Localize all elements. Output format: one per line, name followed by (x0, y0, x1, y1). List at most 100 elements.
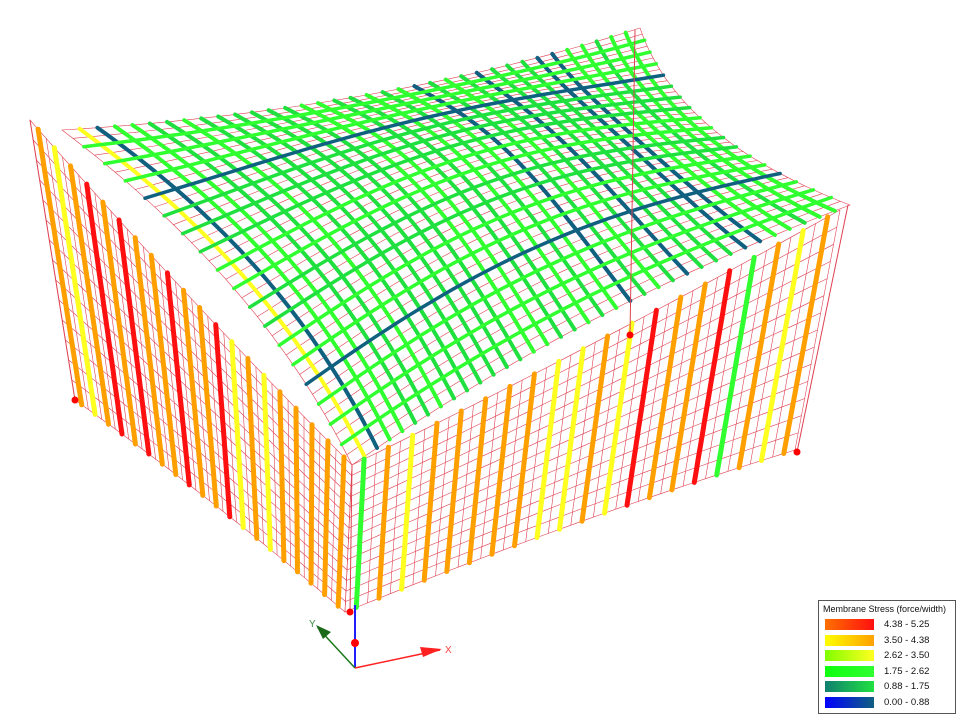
stress-band (245, 356, 260, 541)
stress-band (213, 322, 233, 520)
legend-swatch (825, 619, 874, 631)
legend-title: Membrane Stress (force/width) (823, 604, 947, 614)
legend-swatch (825, 634, 874, 646)
stress-band (180, 95, 682, 236)
stress-bands (35, 30, 837, 610)
support-node[interactable] (626, 331, 634, 339)
legend-item: 4.38 - 5.25 (823, 617, 951, 633)
mesh-line (346, 398, 805, 581)
stress-band (100, 199, 138, 447)
stress-band (579, 333, 611, 524)
mesh-line (348, 312, 821, 529)
stress-band (691, 268, 733, 485)
mesh-line (345, 432, 799, 602)
legend-item: 1.75 - 2.62 (823, 664, 951, 680)
stress-band (229, 339, 246, 530)
legend-item: 2.62 - 3.50 (823, 648, 951, 664)
stress-band (489, 383, 513, 557)
legend-swatch (825, 650, 874, 662)
legend-item: 0.88 - 1.75 (823, 679, 951, 695)
support-node[interactable] (346, 608, 354, 616)
stress-band (316, 180, 799, 406)
stress-band (308, 422, 315, 586)
stress-band (84, 181, 125, 437)
mesh-line (346, 381, 809, 571)
stress-band (277, 154, 752, 348)
stress-band (646, 294, 684, 501)
stress-band (132, 235, 165, 467)
stress-band (399, 432, 416, 592)
stress-band (68, 163, 111, 427)
mast-line (29, 119, 76, 401)
stress-band (116, 217, 152, 457)
stress-legend: Membrane Stress (force/width) 4.38 - 5.2… (818, 600, 956, 714)
stress-band (51, 145, 98, 417)
stress-band (164, 270, 192, 488)
y-axis-label: Y (309, 619, 316, 630)
origin-point (351, 639, 359, 647)
mesh-line (350, 261, 831, 497)
stress-band (215, 116, 702, 272)
stress-band (534, 358, 562, 540)
legend-label: 2.62 - 3.50 (884, 650, 930, 662)
mesh-line (348, 329, 818, 539)
mesh-line (344, 449, 796, 613)
stress-band (82, 38, 647, 149)
mesh-line (349, 278, 828, 508)
stress-band (304, 171, 782, 387)
mesh-line (347, 364, 812, 560)
stress-band (714, 254, 757, 478)
stress-band (232, 126, 714, 291)
stress-band (198, 105, 692, 254)
stress-band (197, 305, 219, 509)
mesh-line (351, 209, 841, 466)
legend-swatch (825, 665, 874, 677)
stress-band (123, 62, 659, 183)
support-node[interactable] (793, 448, 801, 456)
support-node[interactable] (71, 396, 79, 404)
legend-item: 3.50 - 4.38 (823, 633, 951, 649)
stress-band (335, 454, 347, 609)
x-axis-arrow-icon (420, 647, 442, 657)
legend-swatch (825, 696, 874, 708)
legend-label: 3.50 - 4.38 (884, 634, 930, 646)
stress-band (291, 163, 767, 367)
mesh-line (29, 119, 353, 466)
mesh-line (351, 226, 838, 476)
stress-band (466, 396, 489, 566)
stress-band (759, 228, 806, 463)
stress-band (35, 126, 85, 408)
stress-band (103, 50, 652, 166)
stress-band (421, 420, 440, 583)
mesh-line (83, 39, 645, 147)
stress-band (293, 405, 300, 575)
stress-band (557, 346, 586, 532)
legend-swatch (825, 681, 874, 693)
stress-band (736, 241, 782, 471)
stress-band (512, 371, 537, 549)
stress-band (781, 214, 831, 456)
stress-band (624, 307, 659, 508)
legend-label: 0.88 - 1.75 (884, 681, 930, 693)
stress-band (328, 188, 816, 426)
x-axis-label: X (445, 645, 452, 656)
stress-band (376, 444, 391, 601)
stress-band (181, 287, 206, 498)
supports (29, 29, 849, 616)
stress-band (162, 84, 674, 218)
stress-band (444, 408, 464, 574)
mesh-line (345, 415, 802, 592)
mesh-line (347, 346, 815, 550)
stress-band (669, 281, 708, 493)
stress-band (339, 195, 834, 447)
mesh-line (257, 141, 731, 317)
stress-band (261, 372, 273, 552)
stress-band (263, 145, 739, 328)
stress-band (247, 135, 726, 309)
stress-band (322, 438, 331, 598)
stress-band (353, 456, 367, 610)
stress-band (277, 389, 287, 564)
legend-label: 0.00 - 0.88 (884, 696, 930, 708)
legend-label: 4.38 - 5.25 (884, 619, 930, 631)
